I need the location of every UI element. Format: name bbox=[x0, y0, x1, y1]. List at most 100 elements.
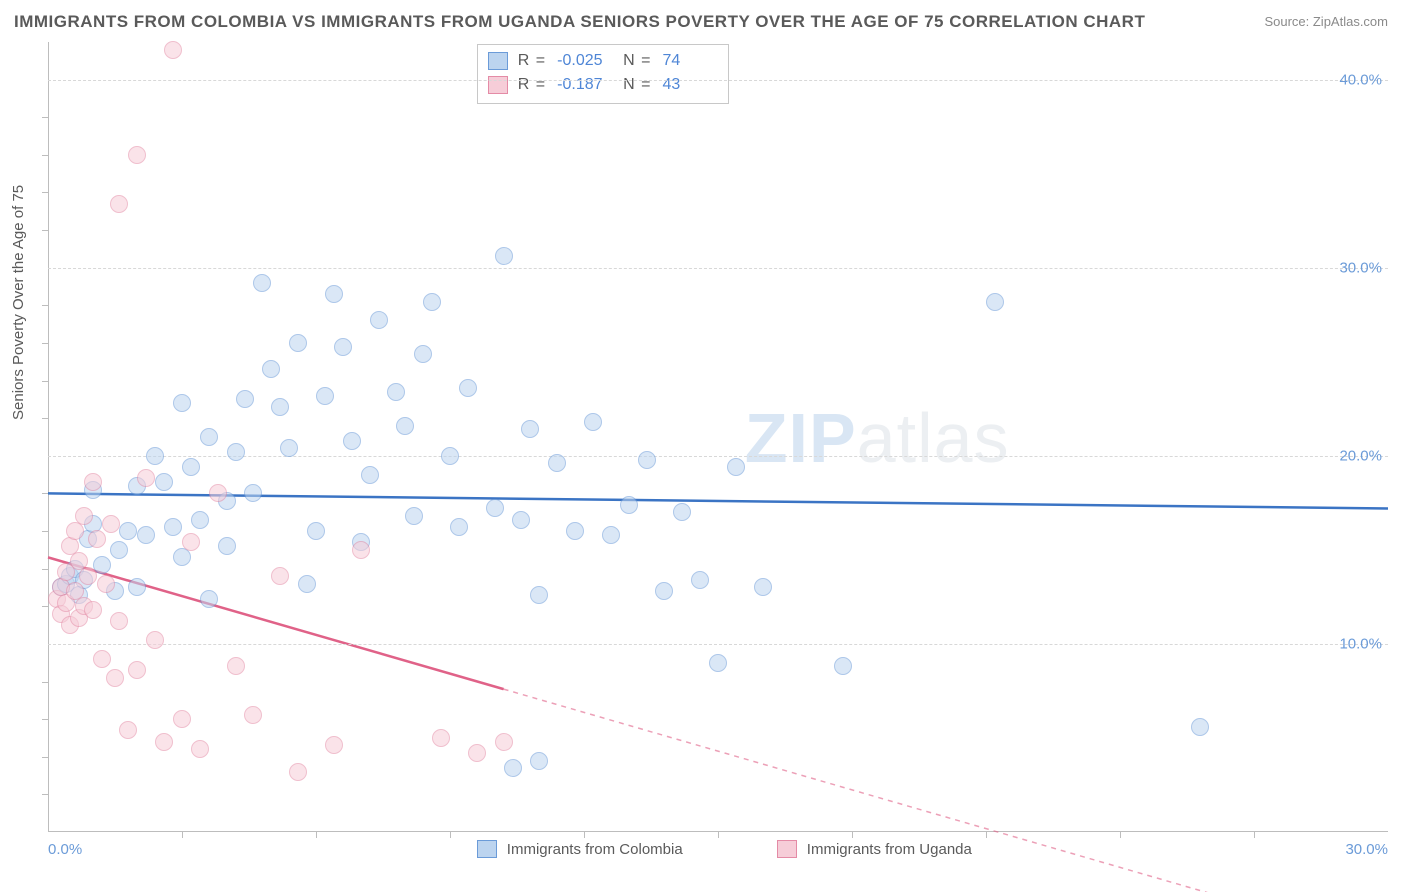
y-minor-tick bbox=[42, 155, 48, 156]
data-point-colombia bbox=[521, 420, 539, 438]
watermark: ZIPatlas bbox=[745, 398, 1010, 478]
data-point-colombia bbox=[325, 285, 343, 303]
trend-line-ext-uganda bbox=[504, 689, 1388, 892]
data-point-colombia bbox=[137, 526, 155, 544]
data-point-colombia bbox=[200, 590, 218, 608]
y-minor-tick bbox=[42, 117, 48, 118]
y-minor-tick bbox=[42, 230, 48, 231]
data-point-colombia bbox=[495, 247, 513, 265]
y-minor-tick bbox=[42, 192, 48, 193]
data-point-colombia bbox=[673, 503, 691, 521]
y-tick-label: 20.0% bbox=[1339, 447, 1382, 464]
y-minor-tick bbox=[42, 493, 48, 494]
data-point-colombia bbox=[405, 507, 423, 525]
data-point-colombia bbox=[262, 360, 280, 378]
data-point-colombia bbox=[271, 398, 289, 416]
data-point-colombia bbox=[343, 432, 361, 450]
data-point-colombia bbox=[155, 473, 173, 491]
data-point-uganda bbox=[209, 484, 227, 502]
stats-row-uganda: R =-0.187N =43 bbox=[488, 73, 719, 97]
stats-legend: R =-0.025N =74R =-0.187N =43 bbox=[477, 44, 730, 104]
legend-label: Immigrants from Colombia bbox=[507, 841, 683, 858]
gridline bbox=[48, 268, 1388, 269]
data-point-colombia bbox=[834, 657, 852, 675]
data-point-uganda bbox=[155, 733, 173, 751]
legend-swatch bbox=[777, 840, 797, 858]
x-minor-tick bbox=[718, 832, 719, 838]
gridline bbox=[48, 80, 1388, 81]
data-point-colombia bbox=[530, 586, 548, 604]
x-minor-tick bbox=[986, 832, 987, 838]
gridline bbox=[48, 456, 1388, 457]
data-point-colombia bbox=[584, 413, 602, 431]
data-point-uganda bbox=[93, 650, 111, 668]
x-tick-label: 30.0% bbox=[1345, 841, 1388, 858]
data-point-colombia bbox=[307, 522, 325, 540]
data-point-uganda bbox=[227, 657, 245, 675]
data-point-uganda bbox=[432, 729, 450, 747]
watermark-atlas: atlas bbox=[857, 399, 1010, 477]
data-point-uganda bbox=[325, 736, 343, 754]
data-point-colombia bbox=[602, 526, 620, 544]
x-minor-tick bbox=[316, 832, 317, 838]
data-point-uganda bbox=[289, 763, 307, 781]
data-point-colombia bbox=[361, 466, 379, 484]
data-point-colombia bbox=[218, 537, 236, 555]
y-minor-tick bbox=[42, 682, 48, 683]
source-link[interactable]: ZipAtlas.com bbox=[1313, 14, 1388, 29]
data-point-colombia bbox=[691, 571, 709, 589]
data-point-uganda bbox=[84, 601, 102, 619]
y-minor-tick bbox=[42, 531, 48, 532]
legend-swatch bbox=[488, 52, 508, 70]
data-point-colombia bbox=[119, 522, 137, 540]
data-point-uganda bbox=[352, 541, 370, 559]
y-minor-tick bbox=[42, 606, 48, 607]
gridline bbox=[48, 644, 1388, 645]
data-point-colombia bbox=[289, 334, 307, 352]
data-point-colombia bbox=[110, 541, 128, 559]
data-point-colombia bbox=[370, 311, 388, 329]
data-point-uganda bbox=[84, 473, 102, 491]
y-minor-tick bbox=[42, 794, 48, 795]
stats-row-colombia: R =-0.025N =74 bbox=[488, 49, 719, 73]
data-point-uganda bbox=[102, 515, 120, 533]
data-point-colombia bbox=[459, 379, 477, 397]
stat-n-value: 74 bbox=[662, 52, 718, 70]
data-point-uganda bbox=[495, 733, 513, 751]
y-minor-tick bbox=[42, 719, 48, 720]
source-credit: Source: ZipAtlas.com bbox=[1264, 14, 1388, 29]
x-minor-tick bbox=[450, 832, 451, 838]
x-minor-tick bbox=[584, 832, 585, 838]
y-minor-tick bbox=[42, 418, 48, 419]
source-prefix: Source: bbox=[1264, 14, 1312, 29]
data-point-colombia bbox=[727, 458, 745, 476]
data-point-uganda bbox=[110, 612, 128, 630]
data-point-colombia bbox=[253, 274, 271, 292]
data-point-uganda bbox=[79, 567, 97, 585]
data-point-uganda bbox=[110, 195, 128, 213]
data-point-uganda bbox=[128, 146, 146, 164]
y-tick-label: 40.0% bbox=[1339, 71, 1382, 88]
data-point-colombia bbox=[620, 496, 638, 514]
data-point-uganda bbox=[468, 744, 486, 762]
data-point-colombia bbox=[298, 575, 316, 593]
data-point-colombia bbox=[414, 345, 432, 363]
stat-r-label: R = bbox=[518, 52, 547, 70]
x-minor-tick bbox=[1120, 832, 1121, 838]
x-tick-label: 0.0% bbox=[48, 841, 82, 858]
data-point-colombia bbox=[450, 518, 468, 536]
x-minor-tick bbox=[182, 832, 183, 838]
data-point-colombia bbox=[1191, 718, 1209, 736]
legend-swatch bbox=[477, 840, 497, 858]
stat-n-label: N = bbox=[623, 52, 652, 70]
data-point-uganda bbox=[164, 41, 182, 59]
data-point-uganda bbox=[128, 661, 146, 679]
data-point-colombia bbox=[486, 499, 504, 517]
data-point-colombia bbox=[227, 443, 245, 461]
data-point-colombia bbox=[754, 578, 772, 596]
data-point-uganda bbox=[191, 740, 209, 758]
data-point-uganda bbox=[106, 669, 124, 687]
data-point-uganda bbox=[244, 706, 262, 724]
data-point-colombia bbox=[638, 451, 656, 469]
data-point-colombia bbox=[244, 484, 262, 502]
